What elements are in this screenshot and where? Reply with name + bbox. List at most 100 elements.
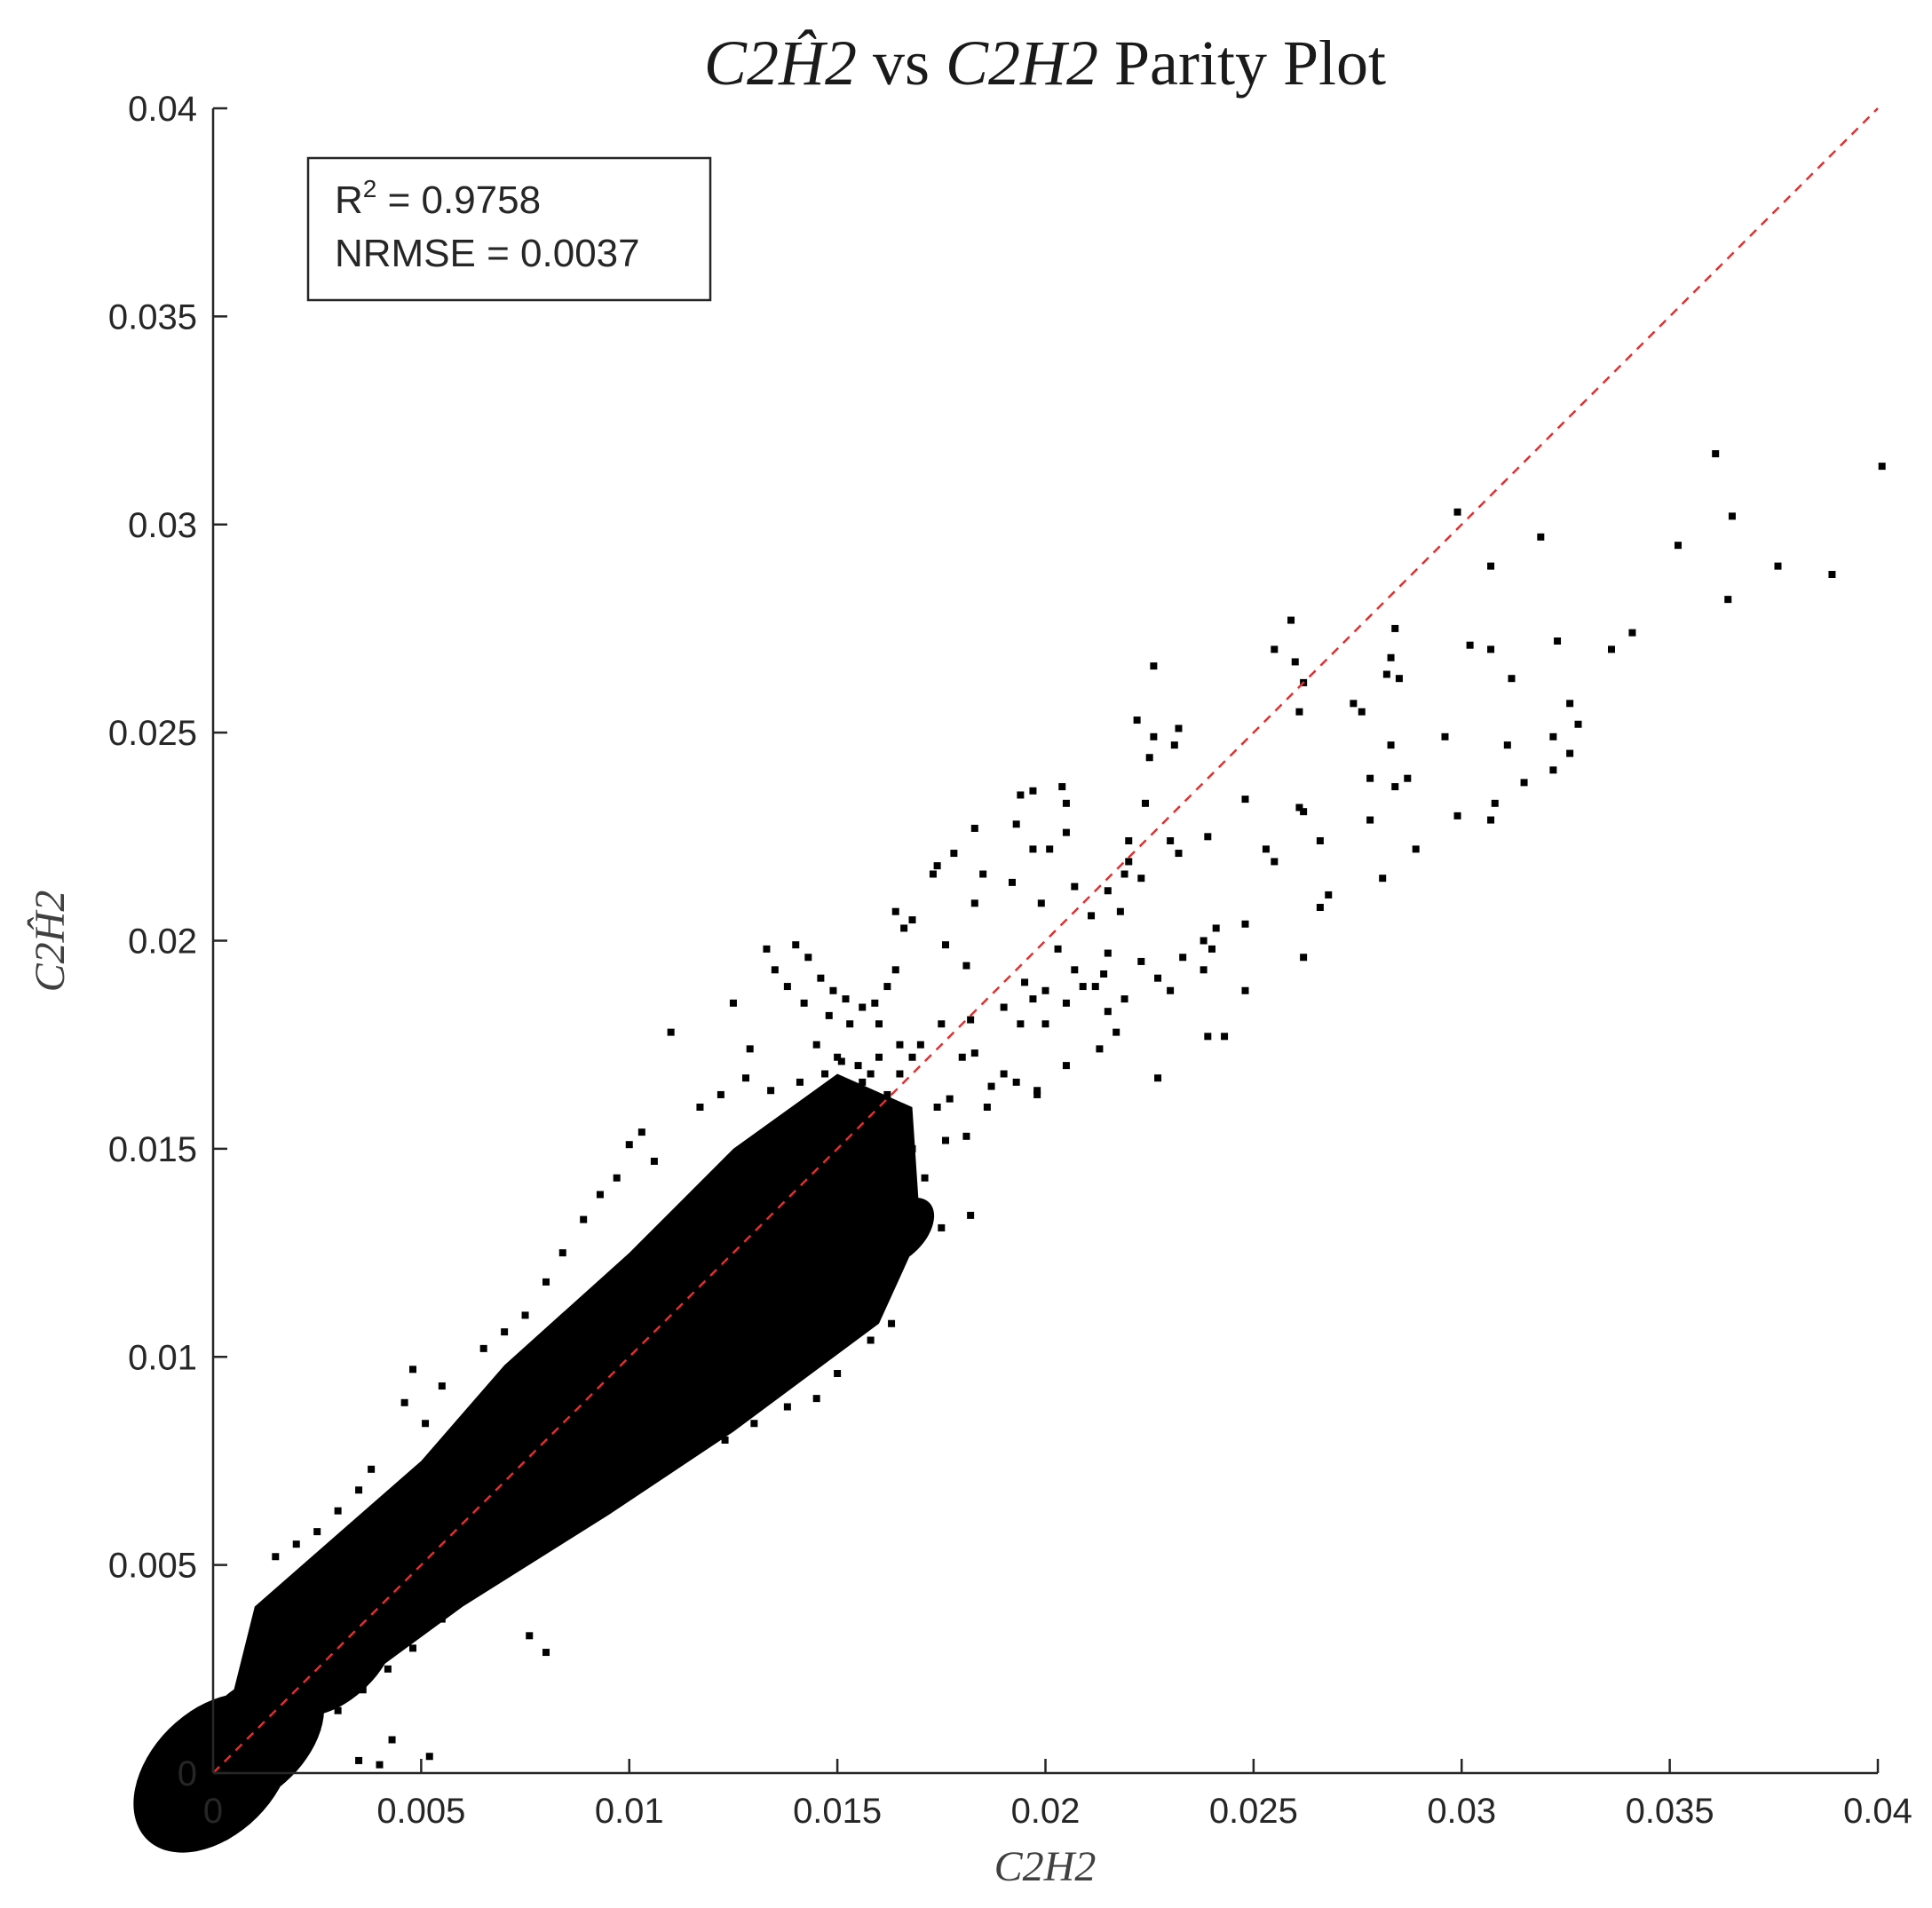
scatter-point (1491, 799, 1499, 807)
scatter-point (650, 1157, 658, 1165)
x-tick-label: 0.005 (376, 1792, 465, 1831)
scatter-point (1241, 796, 1249, 804)
scatter-point (438, 1615, 446, 1623)
scatter-point (1041, 986, 1049, 994)
scatter-point (933, 862, 941, 870)
scatter-point (750, 1420, 758, 1428)
title-part: C2 (704, 28, 779, 99)
y-tick-label: 0 (178, 1754, 197, 1793)
scatter-point (1150, 732, 1158, 740)
scatter-point (908, 916, 916, 924)
title-part: Ĥ (778, 28, 828, 99)
scatter-point (891, 907, 899, 915)
scatter-point (1091, 983, 1099, 991)
scatter-point (1000, 1003, 1008, 1011)
y-tick-label: 0.035 (108, 297, 197, 336)
scatter-point (334, 1507, 342, 1515)
scatter-point (625, 1141, 633, 1149)
scatter-point (1387, 741, 1395, 749)
scatter-point (1170, 741, 1178, 749)
scatter-point (1200, 937, 1208, 945)
ylabel-part: 2 (27, 891, 74, 912)
scatter-point (409, 1366, 416, 1374)
scatter-point (400, 1398, 408, 1406)
title-part: 2 (825, 28, 857, 99)
scatter-point (526, 1632, 534, 1640)
scatter-point (796, 1078, 804, 1086)
scatter-point (871, 999, 879, 1007)
scatter-point (896, 1070, 904, 1078)
scatter-point (792, 941, 800, 949)
scatter-point (1828, 571, 1836, 578)
scatter-point (825, 1011, 833, 1019)
scatter-point (1441, 732, 1449, 740)
scatter-point (767, 1087, 775, 1095)
scatter-point (1012, 1078, 1020, 1086)
scatter-point (1358, 708, 1366, 716)
x-tick-label: 0.025 (1209, 1792, 1298, 1831)
chart-title: C2Ĥ2 vs C2H2 Parity Plot (704, 28, 1386, 99)
scatter-point (979, 870, 987, 878)
title-part: C2H2 (946, 28, 1098, 99)
scatter-point (1167, 837, 1175, 844)
scatter-point (1391, 624, 1399, 632)
scatter-point (888, 1319, 896, 1327)
scatter-point (1125, 837, 1133, 844)
scatter-point (783, 1403, 791, 1411)
scatter-point (1566, 749, 1574, 757)
scatter-point (916, 1041, 924, 1049)
y-tick-label: 0.02 (128, 922, 197, 962)
scatter-point (746, 1045, 754, 1053)
scatter-point (900, 1116, 908, 1124)
scatter-point (867, 1070, 875, 1078)
scatter-point (1200, 966, 1208, 974)
scatter-point (1453, 508, 1461, 516)
scatter-point (1033, 1087, 1041, 1095)
scatter-point (1291, 658, 1299, 666)
ylabel-part: C2 (27, 942, 74, 992)
scatter-point (729, 999, 737, 1007)
scatter-point (1537, 533, 1545, 541)
scatter-point (388, 1736, 396, 1744)
scatter-point (962, 1132, 970, 1140)
scatter-point (1453, 811, 1461, 819)
scatter-point (425, 1753, 433, 1761)
scatter-point (580, 1215, 588, 1223)
scatter-point (1096, 1045, 1104, 1053)
scatter-point (854, 1062, 862, 1070)
x-tick-label: 0.03 (1427, 1792, 1496, 1831)
scatter-point (368, 1465, 376, 1473)
scatter-point (837, 1057, 845, 1065)
scatter-point (942, 1136, 949, 1144)
scatter-point (1628, 629, 1636, 637)
scatter-point (1241, 986, 1249, 994)
scatter-point (1366, 816, 1374, 824)
scatter-point (667, 1028, 675, 1036)
scatter-point (783, 983, 791, 991)
scatter-point (688, 1449, 696, 1457)
scatter-point (1391, 783, 1399, 791)
scatter-point (942, 941, 949, 949)
scatter-point (967, 1016, 975, 1024)
scatter-point (1300, 808, 1308, 816)
scatter-point (521, 1311, 529, 1319)
scatter-point (542, 1278, 550, 1286)
scatter-point (1033, 1090, 1041, 1098)
scatter-point (1487, 562, 1495, 570)
scatter-point (1325, 891, 1333, 899)
scatter-point (1382, 670, 1390, 678)
scatter-point (1508, 675, 1516, 683)
scatter-point (355, 1486, 363, 1494)
scatter-point (859, 1003, 867, 1011)
x-tick-label: 0.04 (1843, 1792, 1912, 1831)
scatter-point (929, 870, 937, 878)
scatter-point (355, 1756, 363, 1764)
scatter-point (467, 1590, 475, 1598)
scatter-point (334, 1706, 342, 1714)
scatter-point (1142, 799, 1149, 807)
x-tick-label: 0.015 (793, 1792, 882, 1831)
scatter-point (1145, 754, 1153, 762)
scatter-point (1271, 858, 1279, 866)
scatter-point (250, 1756, 258, 1764)
y-tick-label: 0.015 (108, 1130, 197, 1169)
